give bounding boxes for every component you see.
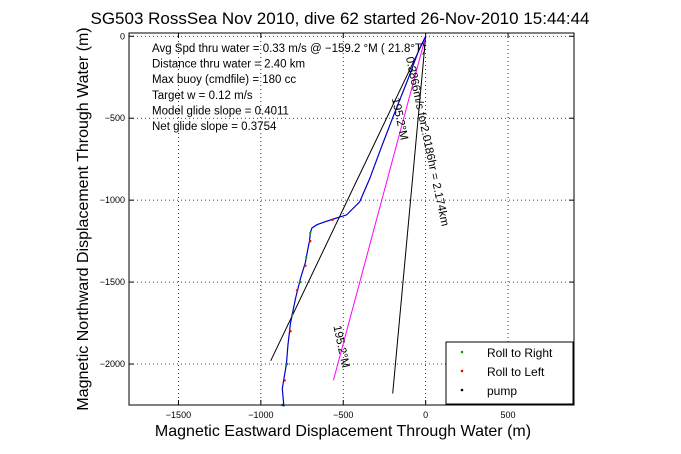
chart-title: SG503 RossSea Nov 2010, dive 62 started …	[91, 9, 590, 28]
legend-label: Roll to Left	[487, 365, 545, 379]
y-axis-ticks: −2000 −1500 −1000 −500 0	[100, 31, 574, 369]
track-lines	[281, 36, 427, 407]
series-marker	[331, 218, 334, 222]
annotation-text: Avg Spd thru water = 0.33 m/s @ −159.2 °…	[152, 43, 426, 133]
legend-marker	[460, 350, 464, 354]
model-lines	[270, 36, 427, 394]
series-marker	[309, 231, 312, 235]
model-line	[392, 36, 427, 394]
series-marker	[304, 264, 307, 267]
series-marker	[299, 280, 302, 284]
annotation-line: Avg Spd thru water = 0.33 m/s @ −159.2 °…	[152, 43, 426, 55]
x-axis-label: Magnetic Eastward Displacement Through W…	[155, 423, 531, 440]
series-marker	[289, 330, 292, 333]
axes-frame	[128, 32, 575, 406]
annotation-line: Net glide slope = 0.3754	[152, 121, 277, 133]
x-tick-label: 500	[501, 410, 516, 420]
series-marker	[286, 362, 289, 366]
legend-label: pump	[487, 384, 517, 398]
series-marker	[283, 379, 286, 382]
model-line	[270, 36, 427, 362]
x-axis-ticks: −1500 −1000 −500 0 500	[166, 33, 516, 420]
rotated-label: 195.2°M	[330, 324, 351, 369]
series-marker	[295, 289, 299, 292]
y-tick-label: −500	[105, 113, 125, 123]
series-marker	[290, 313, 294, 317]
annotation-line: Target w = 0.12 m/s	[152, 90, 253, 102]
legend-marker	[460, 369, 464, 373]
legend-label: Roll to Right	[487, 346, 553, 360]
x-tick-label: −1000	[248, 410, 273, 420]
series-marker	[304, 256, 308, 259]
x-tick-label: −1500	[166, 410, 191, 420]
roll-markers	[281, 218, 334, 407]
model-line	[332, 36, 427, 381]
y-tick-label: −1500	[100, 277, 125, 287]
y-axis-label: Magnetic Northward Displacement Through …	[75, 27, 92, 410]
x-tick-label: 0	[423, 410, 428, 420]
annotation-line: Distance thru water = 2.40 km	[152, 59, 305, 71]
annotation-line: Max buoy (cmdfile) = 180 cc	[152, 74, 296, 86]
track-line	[281, 36, 427, 407]
y-tick-label: −2000	[100, 359, 125, 369]
y-tick-label: −1000	[100, 195, 125, 205]
series-marker	[309, 239, 312, 243]
annotation-line: Model glide slope = 0.4011	[152, 105, 289, 117]
legend: Roll to Right Roll to Left pump	[445, 341, 574, 405]
x-tick-label: −500	[333, 410, 353, 420]
legend-marker	[460, 388, 464, 392]
legend-box	[445, 341, 574, 405]
y-tick-label: 0	[120, 31, 125, 41]
